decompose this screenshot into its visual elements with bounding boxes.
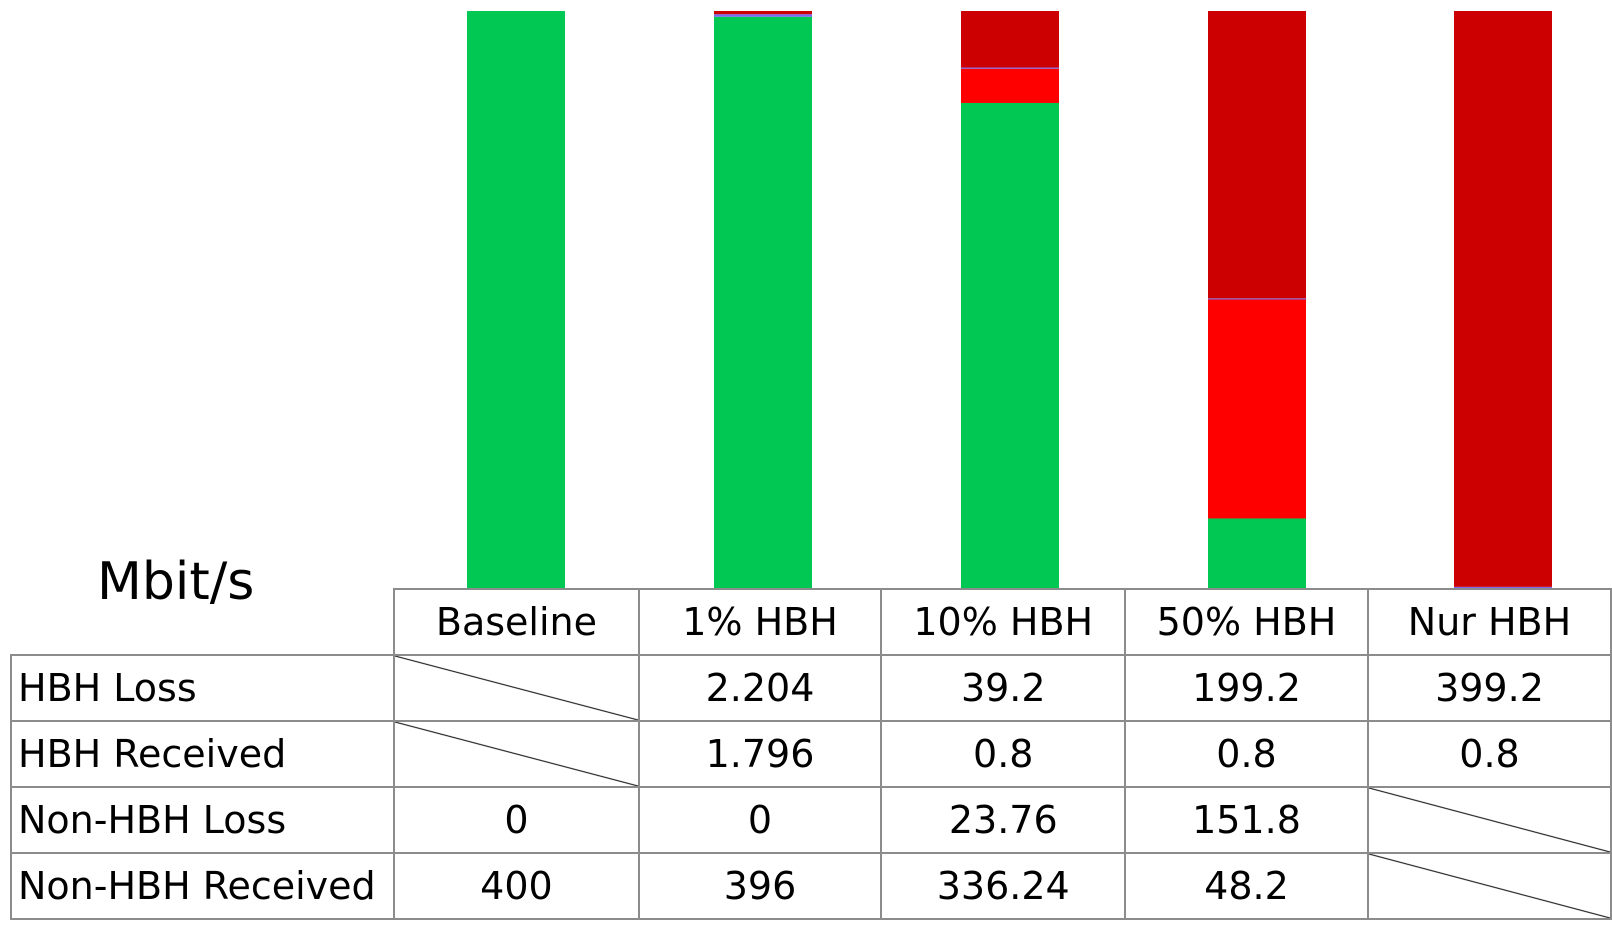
table-cell: 39.2 (880, 654, 1126, 722)
table-cell: 48.2 (1124, 852, 1369, 920)
table-cell (393, 720, 640, 788)
bar-segment-non-hbh-loss (1208, 299, 1306, 519)
table-cell: 151.8 (1124, 786, 1369, 854)
row-label-hbh-received: HBH Received (9, 720, 396, 788)
table-cell (1366, 852, 1612, 920)
bar-segment-non-hbh-received (467, 11, 565, 588)
bar-segment-non-hbh-received (1208, 518, 1306, 588)
table-cell: 0 (637, 786, 883, 854)
table-cell: 396 (637, 852, 883, 920)
row-label-non-hbh-received: Non-HBH Received (9, 852, 396, 920)
table-cell: 23.76 (880, 786, 1126, 854)
bar-segment-hbh-received (1208, 298, 1306, 300)
bar-segment-hbh-loss (1208, 11, 1306, 299)
column-header-1pct-hbh: 1% HBH (637, 588, 883, 656)
data-table: Baseline 1% HBH 10% HBH 50% HBH Nur HBH … (9, 588, 1612, 920)
table-cell: 0.8 (1124, 720, 1369, 788)
table-cell (1366, 786, 1612, 854)
table-cell: 336.24 (880, 852, 1126, 920)
table-cell: 0.8 (1366, 720, 1612, 788)
bar-segment-hbh-loss (714, 11, 812, 15)
bar-segment-hbh-received (1454, 586, 1552, 588)
stacked-bar-chart (467, 11, 1552, 588)
table-cell: 399.2 (1366, 654, 1612, 722)
table-cell: 199.2 (1124, 654, 1369, 722)
table-row: HBH Loss 2.204 39.2 199.2 399.2 (9, 654, 1612, 722)
table-cell (393, 654, 640, 722)
bar-segment-hbh-loss (961, 11, 1059, 68)
bar-segment-hbh-received (961, 67, 1059, 69)
table-row: Non-HBH Received 400 396 336.24 48.2 (9, 852, 1612, 920)
table-cell: 400 (393, 852, 640, 920)
table-cell: 1.796 (637, 720, 883, 788)
column-header-nur-hbh: Nur HBH (1366, 588, 1612, 656)
row-label-hbh-loss: HBH Loss (9, 654, 396, 722)
table-cell: 2.204 (637, 654, 883, 722)
bar-segment-non-hbh-loss (961, 68, 1059, 103)
bar-segment-non-hbh-received (714, 16, 812, 588)
column-header-50pct-hbh: 50% HBH (1124, 588, 1369, 656)
bar-segment-hbh-received (714, 14, 812, 17)
column-header-10pct-hbh: 10% HBH (880, 588, 1126, 656)
row-label-non-hbh-loss: Non-HBH Loss (9, 786, 396, 854)
table-cell: 0 (393, 786, 640, 854)
bar-segment-hbh-loss (1454, 11, 1552, 587)
table-row: Non-HBH Loss 0 0 23.76 151.8 (9, 786, 1612, 854)
table-cell: 0.8 (880, 720, 1126, 788)
column-header-baseline: Baseline (393, 588, 640, 656)
table-corner (11, 589, 396, 656)
table-row: HBH Received 1.796 0.8 0.8 0.8 (9, 720, 1612, 788)
table-header-row: Baseline 1% HBH 10% HBH 50% HBH Nur HBH (11, 588, 1612, 656)
bar-segment-non-hbh-received (961, 102, 1059, 588)
